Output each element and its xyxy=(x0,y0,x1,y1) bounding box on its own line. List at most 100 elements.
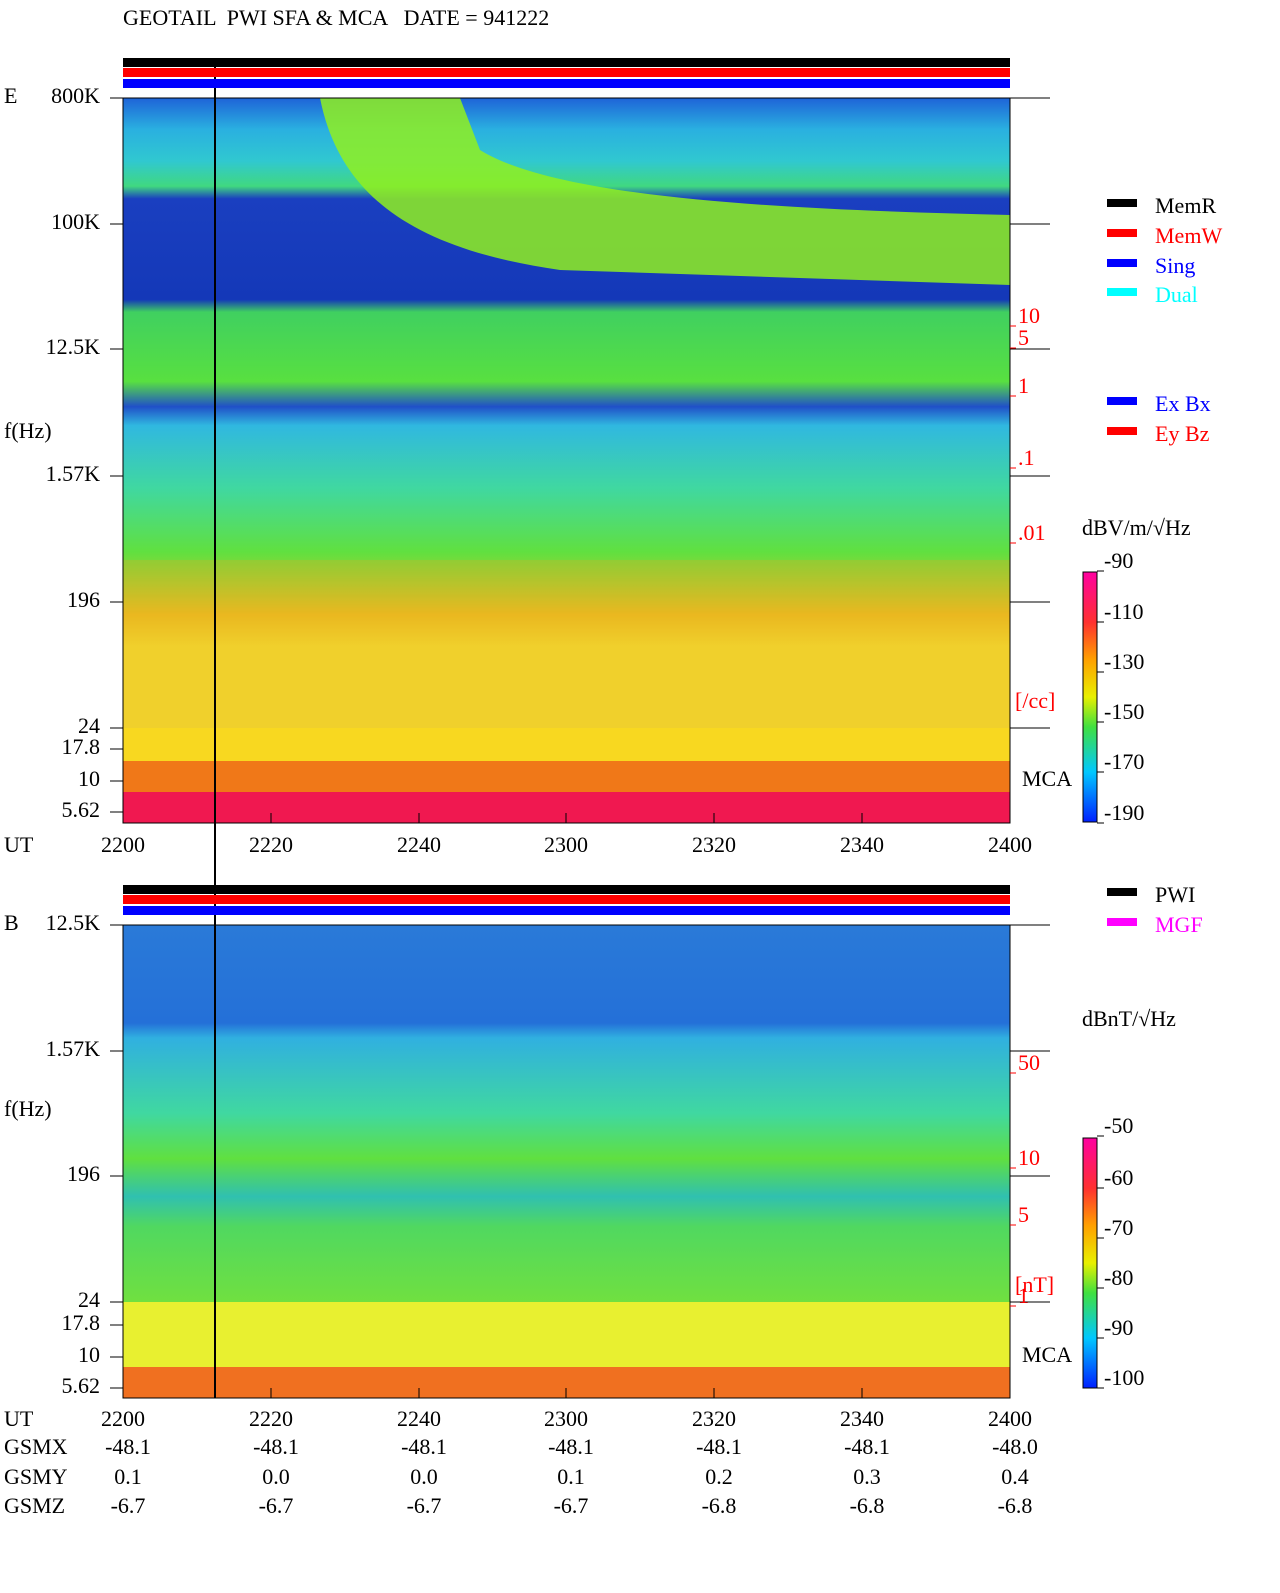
colorbar-tick: -50 xyxy=(1104,1113,1133,1138)
colorbar-tick: -110 xyxy=(1104,599,1144,624)
orbit-value: -6.8 xyxy=(998,1493,1033,1518)
orbit-value: -6.7 xyxy=(554,1493,589,1518)
x-tick-label: 2220 xyxy=(249,1406,293,1431)
legend-swatch xyxy=(1107,427,1137,435)
x-tick-label: 2240 xyxy=(397,832,441,857)
title: GEOTAIL PWI SFA & MCA DATE = 941222 xyxy=(123,5,549,30)
density-unit: [nT] xyxy=(1015,1272,1054,1297)
colorbar-title: dBnT/√Hz xyxy=(1082,1006,1176,1031)
panel-label: B xyxy=(4,910,19,935)
y-tick-label: 12.5K xyxy=(46,910,101,935)
legend-swatch xyxy=(1107,888,1137,896)
status-bar xyxy=(123,885,1010,894)
density-tick: 5 xyxy=(1018,325,1029,350)
x-tick-label: 2340 xyxy=(840,1406,884,1431)
spectrogram xyxy=(123,925,1010,1302)
x-axis-label: UT xyxy=(4,832,34,857)
y-tick-label: 5.62 xyxy=(62,797,101,822)
colorbar xyxy=(1082,1137,1098,1389)
colorbar-tick: -100 xyxy=(1104,1365,1144,1390)
orbit-value: 0.3 xyxy=(853,1464,881,1489)
orbit-value: -6.7 xyxy=(259,1493,294,1518)
x-tick-label: 2400 xyxy=(988,832,1032,857)
density-unit: [/cc] xyxy=(1015,688,1055,713)
legend-label: PWI xyxy=(1155,882,1195,907)
density-tick: .1 xyxy=(1018,445,1035,470)
orbit-value: -48.1 xyxy=(696,1434,742,1459)
x-tick-label: 2220 xyxy=(249,832,293,857)
orbit-value: -48.1 xyxy=(844,1434,890,1459)
emission xyxy=(320,98,1010,285)
colorbar-tick: -60 xyxy=(1104,1165,1133,1190)
orbit-value: -6.8 xyxy=(702,1493,737,1518)
legend-label: Dual xyxy=(1155,282,1198,307)
x-tick-label: 2200 xyxy=(101,1406,145,1431)
orbit-value: 0.1 xyxy=(114,1464,142,1489)
y-tick-label: 10 xyxy=(78,766,100,791)
colorbar-tick: -190 xyxy=(1104,800,1144,825)
density-tick: 10 xyxy=(1018,303,1040,328)
y-tick-label: 10 xyxy=(78,1342,100,1367)
density-tick: 1 xyxy=(1018,1283,1029,1308)
status-bar xyxy=(123,895,1010,904)
y-tick-label: 24 xyxy=(78,1287,100,1312)
orbit-value: -48.1 xyxy=(401,1434,447,1459)
colorbar-tick: -130 xyxy=(1104,649,1144,674)
density-tick: 5 xyxy=(1018,1202,1029,1227)
legend-label: Ey Bz xyxy=(1155,421,1210,446)
y-tick-label: 24 xyxy=(78,713,100,738)
status-bar xyxy=(123,906,1010,915)
x-tick-label: 2340 xyxy=(840,832,884,857)
orbit-label: GSMX xyxy=(4,1434,68,1459)
mca-band xyxy=(123,728,1010,761)
colorbar-tick: -150 xyxy=(1104,699,1144,724)
orbit-value: -6.7 xyxy=(407,1493,442,1518)
legend-label: Ex Bx xyxy=(1155,391,1211,416)
y-axis-label: f(Hz) xyxy=(4,418,52,443)
orbit-value: -48.1 xyxy=(105,1434,151,1459)
legend-label: Sing xyxy=(1155,253,1195,278)
colorbar-tick: -90 xyxy=(1104,548,1133,573)
x-tick-label: 2300 xyxy=(544,832,588,857)
y-tick-label: 17.8 xyxy=(62,734,101,759)
legend-label: MemR xyxy=(1155,193,1216,218)
status-bar xyxy=(123,68,1010,77)
density-tick: 50 xyxy=(1018,1050,1040,1075)
orbit-label: GSMZ xyxy=(4,1493,65,1518)
mca-band xyxy=(123,1302,1010,1367)
orbit-value: 0.1 xyxy=(557,1464,585,1489)
orbit-value: 0.0 xyxy=(262,1464,290,1489)
x-tick-label: 2300 xyxy=(544,1406,588,1431)
orbit-value: 0.0 xyxy=(410,1464,438,1489)
legend-swatch xyxy=(1107,397,1137,405)
y-tick-label: 17.8 xyxy=(62,1310,101,1335)
legend-swatch xyxy=(1107,259,1137,267)
colorbar-title: dBV/m/√Hz xyxy=(1082,515,1191,540)
emission xyxy=(123,560,1010,728)
colorbar xyxy=(1082,571,1098,823)
orbit-value: -6.8 xyxy=(850,1493,885,1518)
y-tick-label: 196 xyxy=(67,1161,100,1186)
mca-label: MCA xyxy=(1022,1342,1072,1367)
orbit-value: 0.2 xyxy=(705,1464,733,1489)
orbit-label: GSMY xyxy=(4,1464,68,1489)
colorbar-tick: -70 xyxy=(1104,1215,1133,1240)
legend-swatch xyxy=(1107,199,1137,207)
density-tick: 1 xyxy=(1018,373,1029,398)
orbit-value: 0.4 xyxy=(1001,1464,1029,1489)
x-tick-label: 2320 xyxy=(692,832,736,857)
legend-swatch xyxy=(1107,288,1137,296)
status-bar xyxy=(123,58,1010,67)
y-tick-label: 12.5K xyxy=(46,334,101,359)
panel-label: E xyxy=(4,83,17,108)
orbit-value: -48.1 xyxy=(548,1434,594,1459)
orbit-value: -6.7 xyxy=(111,1493,146,1518)
orbit-value: -48.1 xyxy=(253,1434,299,1459)
colorbar-tick: -80 xyxy=(1104,1265,1133,1290)
legend-label: MGF xyxy=(1155,912,1203,937)
colorbar-tick: -90 xyxy=(1104,1315,1133,1340)
x-tick-label: 2240 xyxy=(397,1406,441,1431)
x-axis-label: UT xyxy=(4,1406,34,1431)
mca-band xyxy=(123,761,1010,792)
